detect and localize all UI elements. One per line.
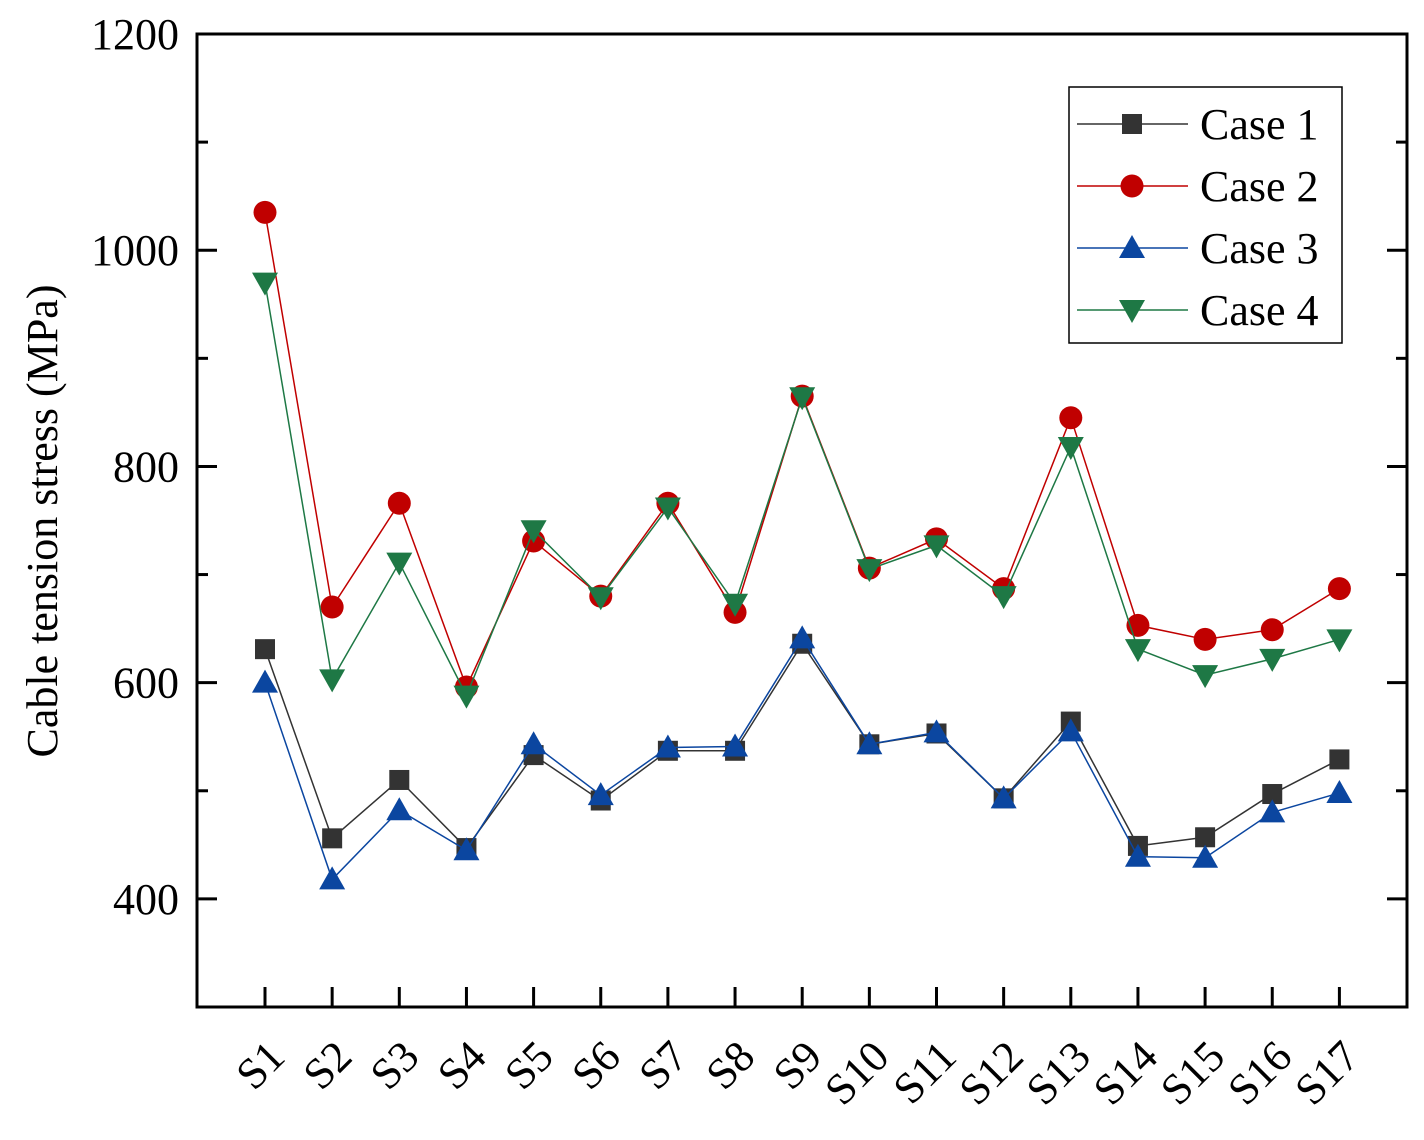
data-point xyxy=(520,731,547,755)
legend-item-case-3: Case 3 xyxy=(1077,224,1319,273)
y-tick-label: 800 xyxy=(113,442,179,491)
x-tick-label: S8 xyxy=(697,1031,765,1099)
x-tick-label: S6 xyxy=(562,1031,630,1099)
data-point xyxy=(1192,665,1219,689)
data-point xyxy=(319,866,346,890)
data-point xyxy=(453,837,480,861)
data-point xyxy=(587,587,614,611)
data-point xyxy=(990,785,1017,809)
data-point xyxy=(520,520,547,544)
data-point xyxy=(1195,827,1216,848)
data-point xyxy=(1124,639,1151,663)
data-point xyxy=(923,719,950,743)
x-tick-label: S17 xyxy=(1285,1031,1368,1114)
data-point xyxy=(320,595,344,619)
data-point xyxy=(856,559,883,583)
series-line xyxy=(264,642,1340,850)
legend-label: Case 4 xyxy=(1200,286,1319,335)
data-point xyxy=(789,625,816,649)
data-point xyxy=(923,535,950,559)
x-tick-label: S11 xyxy=(884,1031,966,1113)
legend-item-case-1: Case 1 xyxy=(1077,100,1319,149)
x-tick-label: S15 xyxy=(1151,1031,1234,1114)
data-point xyxy=(1057,436,1084,460)
x-tick-label: S9 xyxy=(764,1031,832,1099)
data-point xyxy=(1259,648,1286,672)
series-line xyxy=(264,636,1340,881)
data-point xyxy=(789,387,816,411)
y-tick-label: 400 xyxy=(113,875,179,924)
data-point xyxy=(1059,406,1083,430)
x-tick-label: S4 xyxy=(428,1031,496,1099)
data-point xyxy=(1124,843,1151,867)
legend-marker xyxy=(1119,235,1145,258)
data-point xyxy=(1326,779,1353,803)
data-point xyxy=(252,272,278,296)
data-point xyxy=(386,552,413,576)
legend-label: Case 3 xyxy=(1200,224,1319,273)
legend-label: Case 2 xyxy=(1200,162,1319,211)
data-point xyxy=(319,669,346,693)
y-tick-label: 600 xyxy=(113,659,179,708)
x-tick-label: S3 xyxy=(361,1031,429,1099)
data-point xyxy=(1192,844,1219,868)
legend: Case 1 Case 2 Case 3 Case 4 xyxy=(1068,86,1343,344)
data-point xyxy=(387,491,411,515)
data-point xyxy=(1326,629,1353,653)
x-tick-label: S1 xyxy=(227,1031,295,1099)
legend-box xyxy=(1068,86,1343,344)
x-tick-label: S5 xyxy=(495,1031,563,1099)
data-point xyxy=(1327,577,1351,601)
data-point xyxy=(722,593,749,617)
data-point xyxy=(654,734,681,758)
data-point xyxy=(856,731,883,755)
y-axis: 400 600 800 1000 1200 xyxy=(91,10,1407,1009)
x-tick-label: S16 xyxy=(1218,1031,1301,1114)
x-tick-label: S7 xyxy=(629,1031,697,1099)
legend-marker xyxy=(1120,174,1144,198)
data-point xyxy=(1262,784,1283,805)
series-case-3 xyxy=(252,625,1353,890)
data-point xyxy=(389,769,410,790)
data-point xyxy=(453,685,480,709)
data-point xyxy=(1260,618,1284,642)
data-point xyxy=(1259,799,1286,823)
legend-marker xyxy=(1122,114,1142,134)
series-case-4 xyxy=(252,272,1353,709)
legend-item-case-2: Case 2 xyxy=(1077,162,1319,211)
data-point xyxy=(255,639,275,660)
data-point xyxy=(253,200,277,224)
y-tick-label: 1000 xyxy=(91,226,179,275)
x-tick-label: S10 xyxy=(815,1031,898,1114)
series-layer xyxy=(252,200,1353,890)
data-point xyxy=(1329,749,1350,770)
x-tick-label: S2 xyxy=(294,1031,362,1099)
legend-item-case-4: Case 4 xyxy=(1077,286,1319,335)
x-tick-label: S13 xyxy=(1017,1031,1100,1114)
data-point xyxy=(587,782,614,806)
x-tick-label: S12 xyxy=(950,1031,1033,1114)
data-point xyxy=(654,497,681,521)
y-axis-title: Cable tension stress (MPa) xyxy=(18,285,67,758)
data-point xyxy=(1193,627,1217,651)
data-point xyxy=(990,586,1017,610)
legend-marker xyxy=(1119,300,1145,323)
y-tick-label: 1200 xyxy=(91,10,179,59)
data-point xyxy=(252,669,278,693)
data-point xyxy=(722,733,749,757)
data-point xyxy=(322,828,343,849)
x-tick-label: S14 xyxy=(1084,1031,1167,1114)
data-point xyxy=(386,797,413,821)
data-point xyxy=(1057,718,1084,742)
legend-label: Case 1 xyxy=(1200,100,1319,149)
